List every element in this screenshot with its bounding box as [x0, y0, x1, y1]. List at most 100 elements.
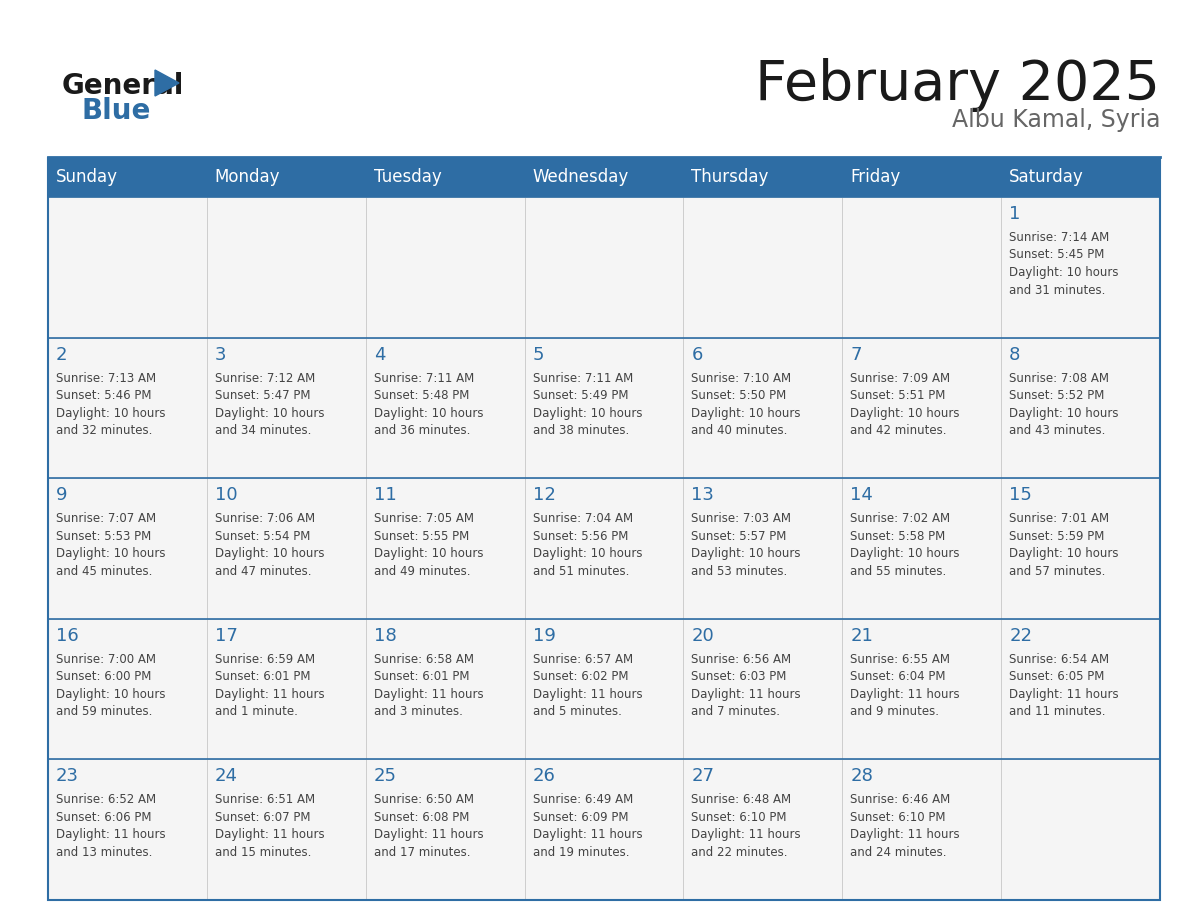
Text: and 9 minutes.: and 9 minutes.	[851, 705, 940, 718]
Text: and 17 minutes.: and 17 minutes.	[374, 845, 470, 859]
Text: Sunrise: 7:12 AM: Sunrise: 7:12 AM	[215, 372, 315, 385]
Text: Sunset: 5:54 PM: Sunset: 5:54 PM	[215, 530, 310, 543]
FancyBboxPatch shape	[683, 619, 842, 759]
Text: Daylight: 10 hours: Daylight: 10 hours	[56, 407, 165, 420]
Text: Sunset: 6:10 PM: Sunset: 6:10 PM	[691, 811, 786, 823]
Text: Daylight: 11 hours: Daylight: 11 hours	[851, 688, 960, 700]
Text: and 24 minutes.: and 24 minutes.	[851, 845, 947, 859]
Text: Daylight: 10 hours: Daylight: 10 hours	[691, 547, 801, 560]
Text: Monday: Monday	[215, 169, 280, 186]
Text: Daylight: 11 hours: Daylight: 11 hours	[374, 688, 484, 700]
Text: Sunrise: 7:03 AM: Sunrise: 7:03 AM	[691, 512, 791, 525]
Text: and 7 minutes.: and 7 minutes.	[691, 705, 781, 718]
Text: 28: 28	[851, 767, 873, 786]
Text: Daylight: 10 hours: Daylight: 10 hours	[851, 407, 960, 420]
Text: 24: 24	[215, 767, 238, 786]
FancyBboxPatch shape	[48, 619, 207, 759]
Text: and 32 minutes.: and 32 minutes.	[56, 424, 152, 437]
FancyBboxPatch shape	[525, 478, 683, 619]
FancyBboxPatch shape	[48, 158, 1159, 197]
Text: Daylight: 10 hours: Daylight: 10 hours	[1009, 547, 1119, 560]
FancyBboxPatch shape	[366, 197, 525, 338]
Text: Daylight: 10 hours: Daylight: 10 hours	[215, 547, 324, 560]
Text: and 34 minutes.: and 34 minutes.	[215, 424, 311, 437]
FancyBboxPatch shape	[1001, 478, 1159, 619]
Text: Thursday: Thursday	[691, 169, 769, 186]
FancyBboxPatch shape	[525, 619, 683, 759]
Text: and 49 minutes.: and 49 minutes.	[374, 565, 470, 577]
Text: Sunset: 6:07 PM: Sunset: 6:07 PM	[215, 811, 310, 823]
Text: Sunset: 6:05 PM: Sunset: 6:05 PM	[1009, 670, 1105, 683]
Text: Sunrise: 6:59 AM: Sunrise: 6:59 AM	[215, 653, 315, 666]
Text: Sunrise: 7:05 AM: Sunrise: 7:05 AM	[374, 512, 474, 525]
Text: Daylight: 10 hours: Daylight: 10 hours	[56, 547, 165, 560]
FancyBboxPatch shape	[842, 478, 1001, 619]
Text: Daylight: 11 hours: Daylight: 11 hours	[532, 828, 643, 842]
Text: Sunrise: 6:55 AM: Sunrise: 6:55 AM	[851, 653, 950, 666]
Text: Sunrise: 6:56 AM: Sunrise: 6:56 AM	[691, 653, 791, 666]
Text: February 2025: February 2025	[756, 58, 1159, 112]
FancyBboxPatch shape	[1001, 619, 1159, 759]
FancyBboxPatch shape	[207, 759, 366, 900]
Text: and 1 minute.: and 1 minute.	[215, 705, 298, 718]
FancyBboxPatch shape	[842, 759, 1001, 900]
Text: Daylight: 10 hours: Daylight: 10 hours	[691, 407, 801, 420]
Text: Sunset: 5:51 PM: Sunset: 5:51 PM	[851, 389, 946, 402]
FancyBboxPatch shape	[207, 338, 366, 478]
Text: Sunset: 6:02 PM: Sunset: 6:02 PM	[532, 670, 628, 683]
Text: Daylight: 11 hours: Daylight: 11 hours	[851, 828, 960, 842]
Text: Sunrise: 6:48 AM: Sunrise: 6:48 AM	[691, 793, 791, 806]
FancyBboxPatch shape	[207, 619, 366, 759]
Text: Sunrise: 6:57 AM: Sunrise: 6:57 AM	[532, 653, 633, 666]
Text: Daylight: 10 hours: Daylight: 10 hours	[1009, 407, 1119, 420]
FancyBboxPatch shape	[683, 478, 842, 619]
Text: and 13 minutes.: and 13 minutes.	[56, 845, 152, 859]
Text: Sunrise: 6:52 AM: Sunrise: 6:52 AM	[56, 793, 156, 806]
FancyBboxPatch shape	[1001, 759, 1159, 900]
Text: and 22 minutes.: and 22 minutes.	[691, 845, 788, 859]
Text: 17: 17	[215, 627, 238, 644]
FancyBboxPatch shape	[683, 197, 842, 338]
Text: and 3 minutes.: and 3 minutes.	[374, 705, 462, 718]
Text: 1: 1	[1009, 205, 1020, 223]
Text: Sunset: 5:59 PM: Sunset: 5:59 PM	[1009, 530, 1105, 543]
FancyBboxPatch shape	[842, 619, 1001, 759]
Text: Wednesday: Wednesday	[532, 169, 628, 186]
Text: 6: 6	[691, 345, 703, 364]
Text: 14: 14	[851, 487, 873, 504]
FancyBboxPatch shape	[842, 197, 1001, 338]
Text: 21: 21	[851, 627, 873, 644]
Text: Sunrise: 7:04 AM: Sunrise: 7:04 AM	[532, 512, 633, 525]
Text: Sunset: 6:01 PM: Sunset: 6:01 PM	[215, 670, 310, 683]
Text: Sunset: 5:52 PM: Sunset: 5:52 PM	[1009, 389, 1105, 402]
Text: Sunrise: 7:11 AM: Sunrise: 7:11 AM	[532, 372, 633, 385]
FancyBboxPatch shape	[366, 338, 525, 478]
Text: Daylight: 10 hours: Daylight: 10 hours	[532, 407, 642, 420]
Text: Sunrise: 6:50 AM: Sunrise: 6:50 AM	[374, 793, 474, 806]
FancyBboxPatch shape	[1001, 338, 1159, 478]
Text: Sunset: 5:53 PM: Sunset: 5:53 PM	[56, 530, 151, 543]
Text: Daylight: 10 hours: Daylight: 10 hours	[532, 547, 642, 560]
Text: Sunset: 6:10 PM: Sunset: 6:10 PM	[851, 811, 946, 823]
Text: Sunrise: 7:09 AM: Sunrise: 7:09 AM	[851, 372, 950, 385]
Text: Sunrise: 6:51 AM: Sunrise: 6:51 AM	[215, 793, 315, 806]
FancyBboxPatch shape	[525, 197, 683, 338]
Text: Sunset: 5:56 PM: Sunset: 5:56 PM	[532, 530, 628, 543]
Text: Sunset: 6:08 PM: Sunset: 6:08 PM	[374, 811, 469, 823]
Text: 19: 19	[532, 627, 556, 644]
Text: Sunset: 5:46 PM: Sunset: 5:46 PM	[56, 389, 152, 402]
Text: Albu Kamal, Syria: Albu Kamal, Syria	[952, 108, 1159, 132]
Text: and 53 minutes.: and 53 minutes.	[691, 565, 788, 577]
Text: Sunrise: 6:58 AM: Sunrise: 6:58 AM	[374, 653, 474, 666]
Text: Sunrise: 7:07 AM: Sunrise: 7:07 AM	[56, 512, 156, 525]
Text: 2: 2	[56, 345, 68, 364]
Text: Sunrise: 7:02 AM: Sunrise: 7:02 AM	[851, 512, 950, 525]
Text: Sunset: 5:49 PM: Sunset: 5:49 PM	[532, 389, 628, 402]
Text: Sunset: 6:01 PM: Sunset: 6:01 PM	[374, 670, 469, 683]
Text: 12: 12	[532, 487, 556, 504]
FancyBboxPatch shape	[366, 759, 525, 900]
Text: Sunset: 5:58 PM: Sunset: 5:58 PM	[851, 530, 946, 543]
Text: 10: 10	[215, 487, 238, 504]
Text: Sunrise: 7:14 AM: Sunrise: 7:14 AM	[1009, 231, 1110, 244]
Text: Sunrise: 6:54 AM: Sunrise: 6:54 AM	[1009, 653, 1110, 666]
